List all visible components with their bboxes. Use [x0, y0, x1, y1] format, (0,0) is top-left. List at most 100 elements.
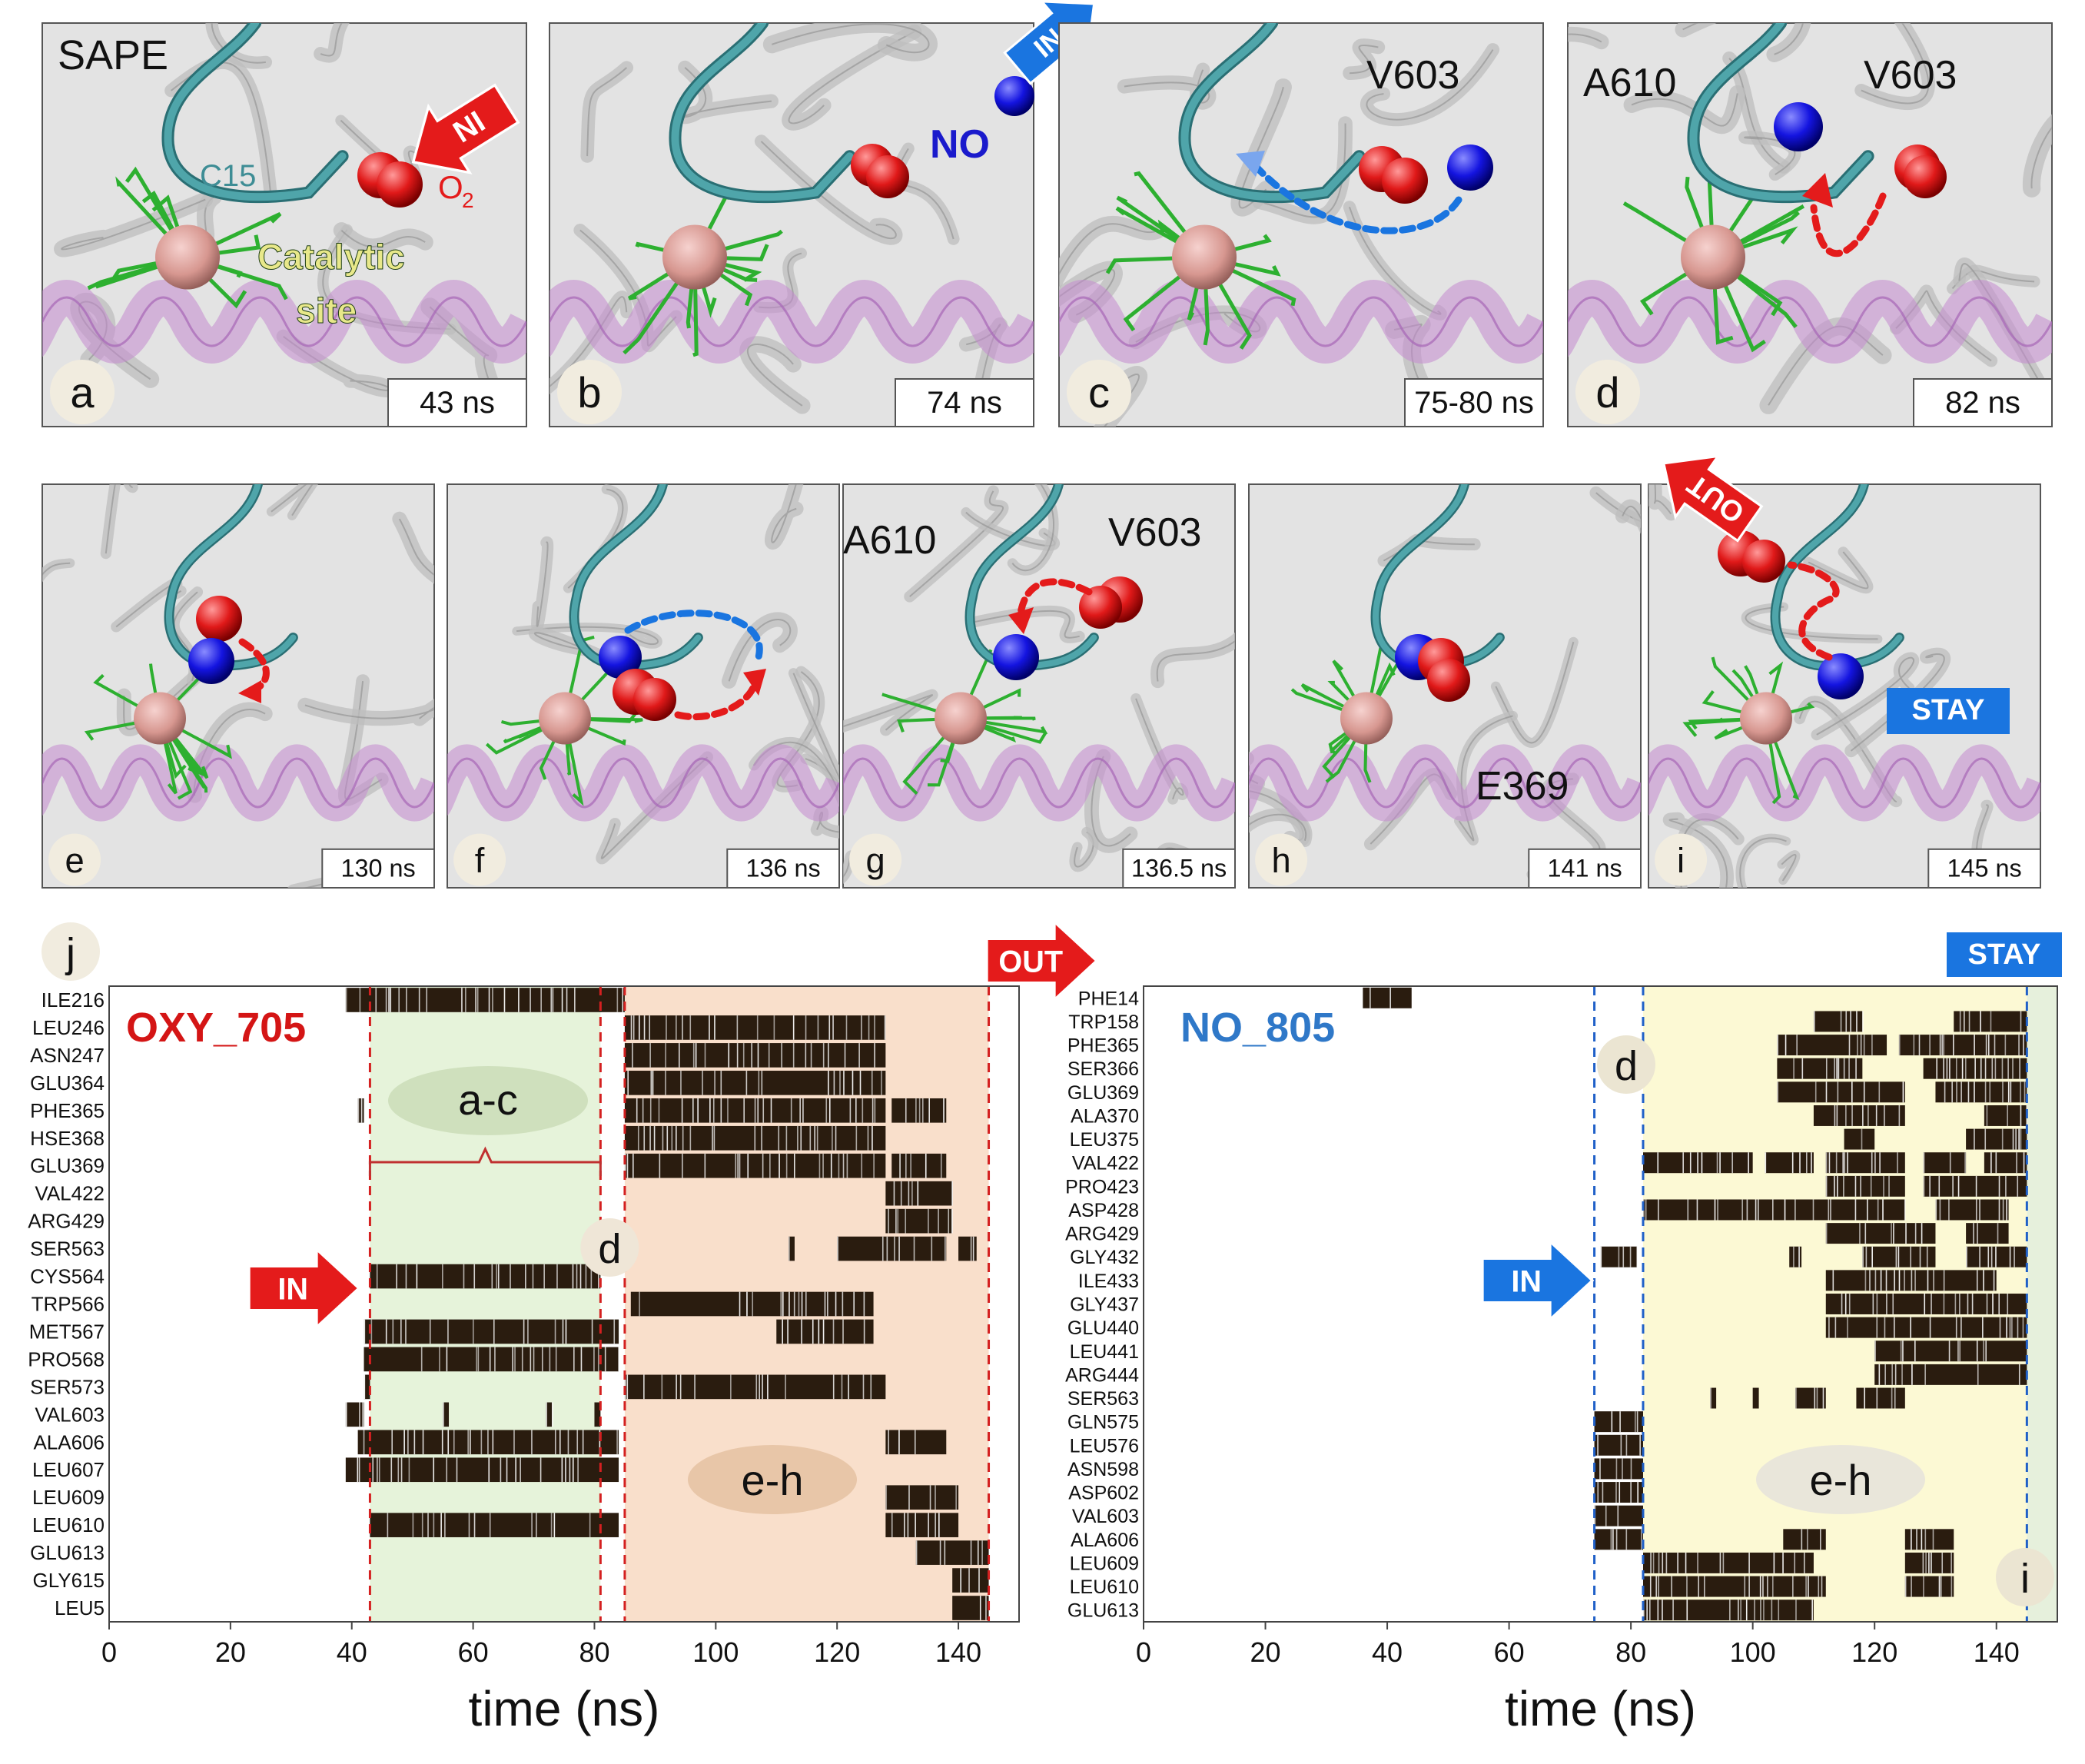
snapshot-panel-e: e 130 ns — [42, 483, 435, 889]
label-no: NO — [930, 122, 990, 167]
contact-bar — [891, 1153, 947, 1178]
contact-bar — [594, 1402, 601, 1427]
label-o2-sub: 2 — [462, 188, 474, 212]
catalytic-residue — [1327, 680, 1355, 706]
catalytic-residue — [485, 725, 549, 755]
iron-atom — [539, 692, 591, 745]
contact-bar — [789, 1236, 795, 1261]
residue-label: HSE368 — [30, 1127, 105, 1150]
catalytic-residue — [175, 726, 232, 759]
residue-label: TRP158 — [1068, 1012, 1139, 1033]
label-circle — [1996, 1548, 2054, 1606]
contact-bar — [1825, 1317, 2027, 1338]
catalytic-residue — [686, 280, 695, 329]
residue-label: ASN598 — [1067, 1459, 1139, 1480]
contact-bar — [546, 1402, 553, 1427]
catalytic-residue — [162, 736, 178, 795]
panel-letter-j: j — [65, 930, 75, 976]
panel-letter: i — [1677, 841, 1685, 880]
catalytic-residue — [1226, 260, 1281, 277]
catalytic-residue — [1702, 690, 1748, 716]
x-axis-label: time (ns) — [469, 1681, 660, 1736]
contact-bar — [1966, 1223, 2009, 1244]
catalytic-residue — [977, 723, 1017, 743]
contact-bar — [1594, 1505, 1643, 1526]
contact-bar — [885, 1513, 959, 1537]
x-axis-label: time (ns) — [1505, 1681, 1696, 1736]
catalytic-residue — [149, 663, 158, 700]
panel-time: 141 ns — [1548, 854, 1622, 882]
x-tick-label: 0 — [101, 1636, 117, 1668]
panel-letter-circle — [48, 833, 101, 886]
out-arrow: OUT — [985, 919, 1099, 1003]
band-label-a-c: a-c — [458, 1075, 518, 1124]
catalytic-residue — [978, 722, 1047, 744]
panel-letter: d — [1595, 368, 1619, 417]
iron-atom — [662, 224, 727, 290]
contact-bar — [891, 1098, 947, 1123]
catalytic-residue — [1226, 234, 1272, 254]
residue-label: VAL603 — [35, 1403, 105, 1426]
contact-bar — [1825, 1294, 2027, 1314]
contact-bar — [1783, 1529, 1826, 1550]
residue-label: GLU364 — [30, 1071, 105, 1095]
label-o2: O — [438, 169, 463, 205]
catalytic-residue — [978, 719, 1048, 734]
x-tick-label: 60 — [1494, 1636, 1525, 1668]
panel-letter-circle — [453, 833, 506, 886]
snapshot-panel-g: g 136.5 ns A610 V603 — [842, 483, 1236, 889]
catalytic-residue — [692, 280, 699, 357]
contact-bar — [1923, 1152, 1967, 1174]
contact-bar — [1642, 1600, 1814, 1621]
label-circle — [580, 1218, 639, 1277]
snapshot-panel-f: f 136 ns — [447, 483, 840, 889]
contact-bar — [776, 1319, 874, 1344]
panel-time: 43 ns — [420, 386, 495, 420]
stay-badge — [1887, 688, 2010, 734]
label-v603: V603 — [1108, 510, 1201, 555]
label-sape: SAPE — [58, 32, 168, 78]
no-path-arrow — [624, 610, 763, 661]
catalytic-residue — [1771, 735, 1800, 801]
path-arrowhead — [238, 680, 261, 703]
residue-label: SER573 — [30, 1375, 105, 1398]
contact-bar — [1752, 1387, 1759, 1409]
residue-label: SER563 — [30, 1237, 105, 1261]
contact-bar — [952, 1568, 989, 1593]
contact-bar — [1904, 1529, 1954, 1550]
catalytic-residue — [1768, 736, 1781, 805]
catalytic-residue — [1300, 683, 1351, 712]
iron-atom — [935, 692, 987, 745]
residue-label: SER366 — [1067, 1058, 1139, 1080]
no-molecule — [993, 634, 1039, 680]
contact-bar — [1874, 1340, 2027, 1362]
catalytic-residue — [503, 723, 549, 744]
contact-bar — [837, 1236, 947, 1261]
x-tick-label: 20 — [1250, 1636, 1281, 1668]
iron-atom — [155, 224, 220, 290]
marker-label-d: d — [1615, 1043, 1638, 1089]
catalytic-residue — [539, 734, 559, 780]
path-arrowhead — [1802, 173, 1833, 208]
iron-atom — [1340, 692, 1393, 745]
contact-bar — [885, 1208, 953, 1234]
band-label-e-h: e-h — [742, 1456, 804, 1504]
catalytic-residue — [635, 241, 673, 254]
residue-label: PRO423 — [1065, 1176, 1139, 1198]
catalytic-residue — [202, 271, 247, 309]
x-tick-label: 120 — [1851, 1636, 1897, 1668]
residue-label: GLY432 — [1070, 1247, 1139, 1268]
catalytic-residue — [210, 234, 261, 256]
band-i — [2027, 986, 2057, 1622]
catalytic-residue — [1328, 728, 1353, 754]
contact-bar — [624, 1153, 886, 1178]
panel-time: 145 ns — [1947, 854, 2022, 882]
x-tick-label: 80 — [579, 1636, 609, 1668]
contact-bar — [364, 1374, 370, 1400]
no-molecule — [1818, 653, 1864, 699]
catalytic-residue — [1712, 280, 1734, 345]
no-molecule — [994, 76, 1034, 116]
contact-bar — [1642, 1552, 1814, 1573]
panel-letter: c — [1088, 368, 1110, 417]
